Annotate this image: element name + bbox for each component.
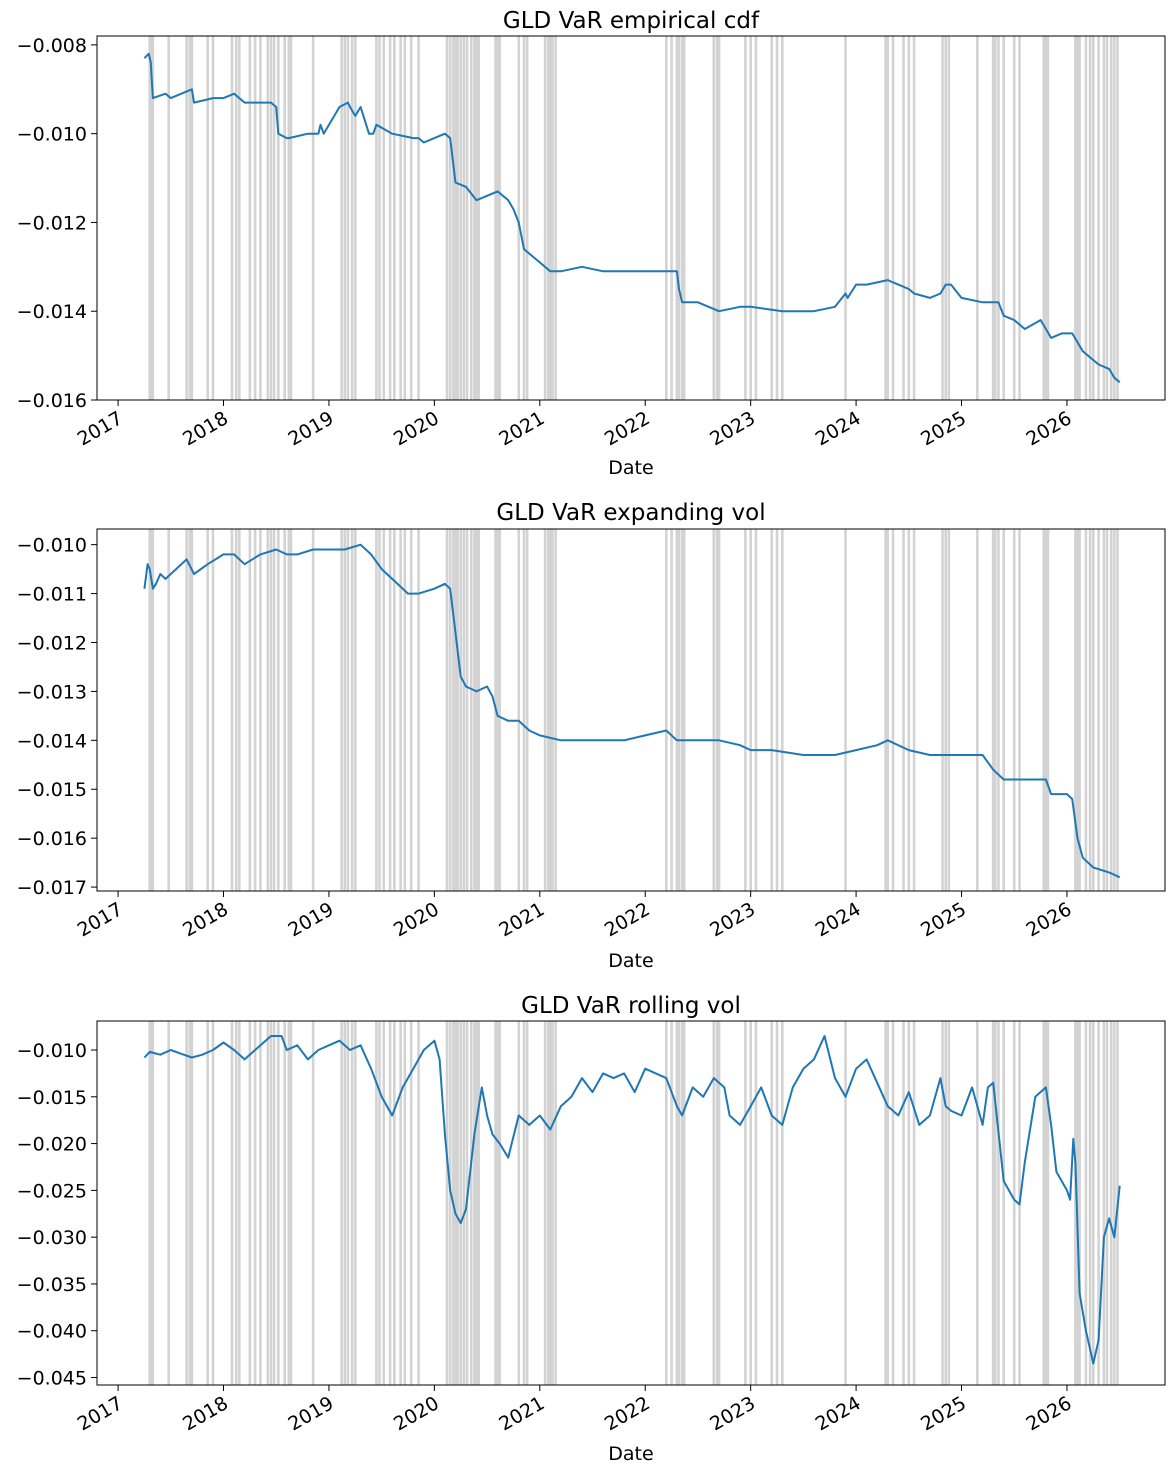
y-tick-label: −0.015 <box>17 779 87 801</box>
panel-empirical-cdf: GLD VaR empirical cdf −0.008 −0.010 −0.012… <box>17 8 1166 479</box>
x-tick-label: 2022 <box>601 1392 654 1435</box>
series-line <box>143 52 1121 383</box>
y-tick-label: −0.012 <box>17 632 87 654</box>
x-tick-label: 2021 <box>495 1392 548 1435</box>
x-tick-label: 2019 <box>285 1392 338 1435</box>
x-tick-label: 2023 <box>706 407 759 450</box>
y-tick-label: −0.025 <box>17 1180 87 1202</box>
x-tick-label: 2024 <box>812 407 865 450</box>
series-line <box>143 543 1121 879</box>
x-tick-label: 2019 <box>285 407 338 450</box>
chart-title: GLD VaR rolling vol <box>521 993 741 1019</box>
y-tick-label: −0.012 <box>17 212 87 234</box>
x-tick-label: 2023 <box>706 1392 759 1435</box>
y-tick-label: −0.014 <box>17 301 87 323</box>
y-tick-label: −0.013 <box>17 681 87 703</box>
x-tick-label: 2019 <box>285 898 338 941</box>
x-tick-label: 2017 <box>74 407 127 450</box>
y-tick-label: −0.015 <box>17 1087 87 1109</box>
x-tick-label: 2025 <box>917 407 970 450</box>
y-tick-label: −0.008 <box>17 35 87 57</box>
y-tick-label: −0.045 <box>17 1368 87 1390</box>
x-tick-label: 2025 <box>917 1392 970 1435</box>
plot-frame <box>96 1020 1166 1386</box>
y-tick-label: −0.014 <box>17 730 87 752</box>
plot-frame <box>96 35 1166 401</box>
x-tick-label: 2021 <box>495 407 548 450</box>
panel-rolling-vol: GLD VaR rolling vol −0.010 −0.015 −0.020 −0… <box>17 993 1166 1465</box>
x-axis-label: Date <box>608 950 653 972</box>
x-tick-label: 2021 <box>495 898 548 941</box>
y-tick-label: −0.016 <box>17 828 87 850</box>
x-tick-label: 2022 <box>601 898 654 941</box>
panel-expanding-vol: GLD VaR expanding vol −0.010 −0.011 −0.012… <box>17 500 1166 972</box>
x-axis-label: Date <box>608 457 653 479</box>
y-tick-label: −0.016 <box>17 390 87 412</box>
x-tick-label: 2018 <box>179 1392 232 1435</box>
x-tick-label: 2026 <box>1023 407 1076 450</box>
x-tick-label: 2025 <box>917 898 970 941</box>
series-line <box>143 1035 1121 1365</box>
x-tick-label: 2022 <box>601 407 654 450</box>
x-tick-label: 2024 <box>812 898 865 941</box>
y-tick-label: −0.011 <box>17 584 87 606</box>
y-tick-label: −0.010 <box>17 535 87 557</box>
plot-frame <box>96 528 1166 892</box>
chart-title: GLD VaR empirical cdf <box>503 8 760 34</box>
x-tick-label: 2020 <box>390 1392 443 1435</box>
y-tick-label: −0.040 <box>17 1321 87 1343</box>
y-tick-label: −0.030 <box>17 1227 87 1249</box>
x-tick-label: 2024 <box>812 1392 865 1435</box>
x-axis-label: Date <box>608 1443 653 1465</box>
x-tick-label: 2023 <box>706 898 759 941</box>
x-tick-label: 2026 <box>1023 1392 1076 1435</box>
x-tick-label: 2020 <box>390 898 443 941</box>
y-tick-label: −0.010 <box>17 124 87 146</box>
chart-title: GLD VaR expanding vol <box>496 500 765 526</box>
y-tick-label: −0.010 <box>17 1040 87 1062</box>
y-tick-label: −0.020 <box>17 1134 87 1156</box>
x-tick-label: 2026 <box>1023 898 1076 941</box>
x-tick-label: 2018 <box>179 898 232 941</box>
y-tick-label: −0.035 <box>17 1274 87 1296</box>
x-tick-label: 2017 <box>74 898 127 941</box>
x-tick-label: 2018 <box>179 407 232 450</box>
x-tick-label: 2017 <box>74 1392 127 1435</box>
x-tick-label: 2020 <box>390 407 443 450</box>
y-tick-label: −0.017 <box>17 877 87 899</box>
